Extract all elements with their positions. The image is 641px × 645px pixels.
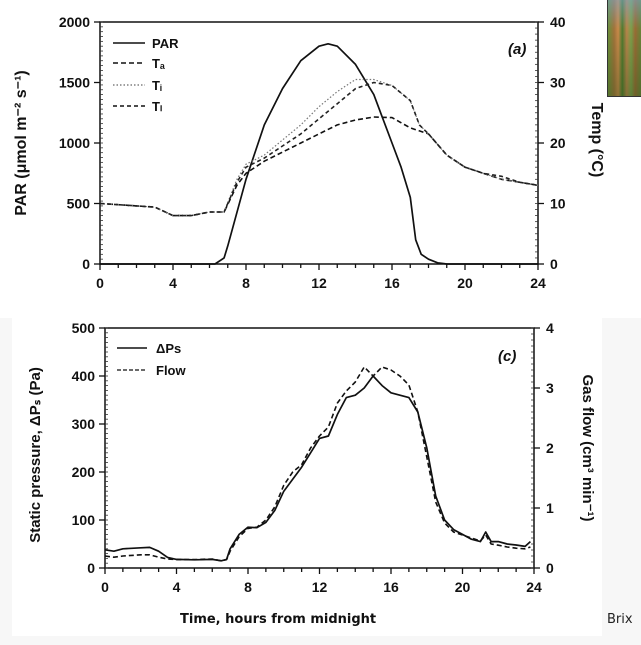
legend-label-par: PAR bbox=[152, 36, 179, 51]
legend-label-ta: Tₐ bbox=[152, 56, 165, 71]
x-tick-label: 0 bbox=[96, 275, 104, 291]
y-right-tick-label: 3 bbox=[546, 380, 554, 396]
x-tick-label: 0 bbox=[101, 579, 109, 595]
y-tick-label: 1500 bbox=[59, 75, 90, 91]
x-tick-label: 12 bbox=[312, 579, 328, 595]
chart-c-legend: ΔPs Flow bbox=[117, 341, 186, 378]
chart-a-y-ticks: 0 500 1000 1500 2000 bbox=[59, 14, 103, 272]
y-tick-label: 0 bbox=[82, 256, 90, 272]
chart-a-lines bbox=[99, 42, 539, 265]
legend-label-tl: Tₗ bbox=[152, 99, 162, 114]
legend-label-ti: Tᵢ bbox=[152, 78, 162, 93]
y-right-tick-label: 40 bbox=[550, 14, 566, 30]
x-axis-caption: Time, hours from midnight bbox=[180, 612, 377, 627]
legend-label-dps: ΔPs bbox=[156, 341, 181, 356]
series-line-ps bbox=[104, 375, 531, 562]
series-line-par bbox=[100, 42, 538, 265]
chart-a-ylabel: PAR (μmol m⁻² s⁻¹) bbox=[13, 70, 30, 216]
y-right-tick-label: 2 bbox=[546, 440, 554, 456]
series-line-t bbox=[99, 78, 539, 217]
legend-label-flow: Flow bbox=[156, 363, 186, 378]
series-line-t bbox=[99, 116, 539, 217]
series-line-flow bbox=[104, 366, 531, 562]
chart-c-x-ticks: 0 4 8 12 16 20 24 bbox=[101, 568, 542, 595]
series-line-t bbox=[99, 81, 539, 217]
chart-c-ylabel-right: Gas flow (cm³ min⁻¹) bbox=[579, 374, 596, 521]
y-tick-label: 500 bbox=[67, 196, 91, 212]
chart-a-legend: PAR Tₐ Tᵢ Tₗ bbox=[113, 36, 179, 114]
y-tick-label: 200 bbox=[72, 464, 96, 480]
x-tick-label: 8 bbox=[244, 579, 252, 595]
x-tick-label: 16 bbox=[384, 275, 400, 291]
x-tick-label: 24 bbox=[526, 579, 542, 595]
y-right-tick-label: 4 bbox=[546, 320, 554, 336]
y-right-tick-label: 30 bbox=[550, 75, 566, 91]
y-tick-label: 0 bbox=[87, 560, 95, 576]
y-right-tick-label: 0 bbox=[546, 560, 554, 576]
x-tick-label: 4 bbox=[173, 579, 181, 595]
y-right-tick-label: 10 bbox=[550, 196, 566, 212]
x-tick-label: 16 bbox=[383, 579, 399, 595]
chart-c-y-ticks-right: 0 1 2 3 4 bbox=[531, 320, 554, 576]
x-tick-label: 4 bbox=[169, 275, 177, 291]
chart-a-frame bbox=[99, 21, 539, 265]
y-right-tick-label: 1 bbox=[546, 500, 554, 516]
y-tick-label: 1000 bbox=[59, 135, 90, 151]
y-tick-label: 400 bbox=[72, 368, 96, 384]
y-right-tick-label: 0 bbox=[550, 256, 558, 272]
credit-text: Brix bbox=[607, 612, 633, 627]
x-tick-label: 20 bbox=[457, 275, 473, 291]
y-right-tick-label: 20 bbox=[550, 135, 566, 151]
y-tick-label: 2000 bbox=[59, 14, 90, 30]
y-tick-label: 300 bbox=[72, 416, 96, 432]
chart-c-y-ticks: 0 100 200 300 400 500 bbox=[72, 320, 108, 576]
bottom-chart-panel bbox=[12, 318, 602, 636]
y-tick-label: 500 bbox=[72, 320, 96, 336]
x-tick-label: 20 bbox=[455, 579, 471, 595]
x-tick-label: 8 bbox=[242, 275, 250, 291]
chart-a-x-ticks: 0 4 8 12 16 20 24 bbox=[96, 264, 546, 291]
chart-c-ylabel: Static pressure, ΔPₛ (Pa) bbox=[27, 367, 44, 543]
x-tick-label: 24 bbox=[530, 275, 546, 291]
chart-c-panel-label: (c) bbox=[498, 348, 516, 365]
chart-a-y-ticks-right: 0 10 20 30 40 bbox=[535, 14, 566, 272]
chart-a-panel-label: (a) bbox=[508, 41, 526, 58]
chart-c-lines bbox=[104, 366, 531, 562]
y-tick-label: 100 bbox=[72, 512, 96, 528]
x-tick-label: 12 bbox=[311, 275, 327, 291]
chart-a: 0 4 8 12 16 20 24 0 500 1000 1500 2000 0 10 20 30 40 P… bbox=[13, 14, 605, 291]
chart-a-ylabel-right: Temp (°C) bbox=[588, 103, 605, 178]
cattail-photo bbox=[607, 0, 641, 97]
